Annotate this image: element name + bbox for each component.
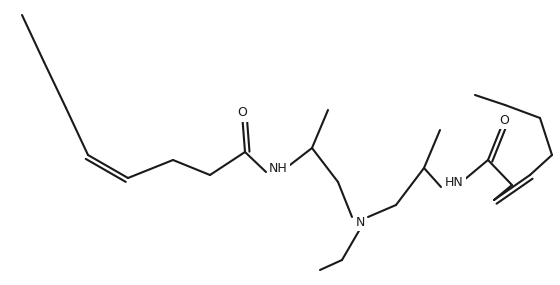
Text: HN: HN [445, 176, 463, 190]
Text: N: N [355, 215, 365, 229]
Text: O: O [237, 107, 247, 119]
Text: NH: NH [269, 162, 287, 174]
Text: O: O [499, 113, 509, 127]
